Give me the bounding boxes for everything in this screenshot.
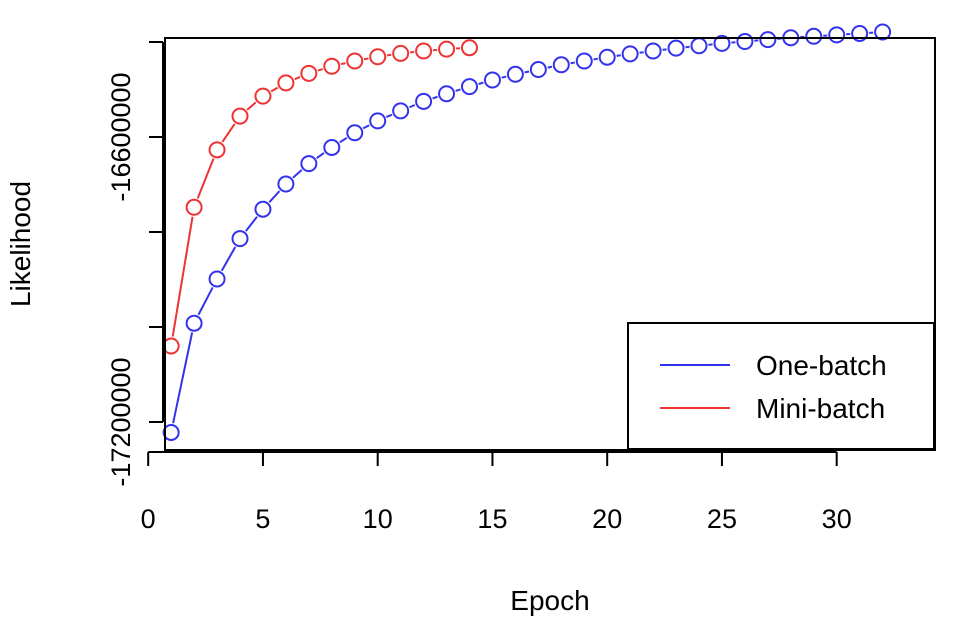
series-segment (245, 216, 258, 232)
x-axis-title: Epoch (510, 585, 589, 616)
series-segment (340, 62, 346, 66)
data-point (415, 42, 433, 60)
data-point (231, 107, 249, 125)
series-segment (409, 104, 416, 109)
data-point (208, 141, 226, 159)
data-point (346, 124, 364, 142)
data-point (461, 39, 478, 57)
x-tick-label: 25 (707, 504, 737, 534)
x-axis: 0 5 10 15 20 25 30 (141, 451, 852, 534)
series-segment (197, 286, 214, 316)
series-segment (547, 65, 553, 69)
series-segment (639, 51, 644, 54)
series-segment (221, 123, 236, 143)
data-point (323, 138, 341, 156)
series-segment (294, 76, 301, 81)
y-axis: -17200000 -16600000 (106, 41, 164, 487)
data-point (300, 64, 318, 82)
y-axis-title: Likelihood (5, 181, 36, 307)
data-point (185, 198, 203, 216)
data-point (254, 200, 272, 218)
series-mini-batch (162, 39, 478, 355)
series-segment (432, 95, 438, 100)
data-point (277, 74, 295, 92)
data-point (254, 87, 272, 105)
series-segment (270, 86, 279, 93)
data-point (759, 31, 777, 49)
data-point (392, 44, 410, 62)
series-segment (386, 53, 392, 57)
series-one-batch (162, 23, 892, 441)
series-segment (196, 158, 215, 199)
data-point (598, 48, 616, 66)
data-point (461, 78, 478, 96)
series-segment (292, 169, 303, 179)
series-segment (363, 57, 369, 61)
data-point (415, 92, 433, 110)
data-point (438, 85, 456, 103)
series-segment (316, 152, 325, 159)
data-point (369, 48, 387, 66)
legend-label: One-batch (756, 350, 887, 381)
data-point (162, 423, 180, 441)
series-segment (501, 75, 507, 79)
series-segment (171, 216, 194, 337)
data-point (828, 26, 846, 44)
data-point (690, 37, 708, 55)
x-tick-label: 20 (592, 504, 622, 534)
series-segment (478, 81, 484, 85)
legend-box (627, 322, 935, 450)
data-point (300, 155, 318, 173)
data-point (644, 42, 662, 60)
plot-box (164, 37, 936, 451)
plot-layer (162, 23, 892, 441)
data-point (231, 230, 249, 248)
y-tick-label: -17200000 (106, 357, 136, 486)
series-segment (616, 54, 621, 57)
legend-label: Mini-batch (756, 393, 885, 424)
data-point (208, 270, 226, 288)
data-point (874, 23, 892, 41)
x-tick-label: 30 (822, 504, 852, 534)
data-point (369, 112, 387, 130)
data-point (736, 33, 754, 51)
data-point (185, 314, 203, 332)
series-segment (386, 113, 393, 118)
data-point (506, 65, 524, 83)
data-point (392, 102, 410, 120)
series-segment (362, 124, 370, 130)
data-point (667, 39, 685, 57)
legend: One-batch Mini-batch (627, 322, 935, 450)
data-point (346, 52, 364, 70)
series-segment (593, 57, 598, 61)
data-point (575, 52, 593, 70)
data-point (438, 40, 456, 58)
series-segment (662, 48, 667, 51)
x-tick-label: 5 (255, 504, 270, 534)
data-point (552, 56, 570, 74)
series-segment (220, 246, 237, 272)
x-tick-label: 15 (477, 504, 507, 534)
series-segment (268, 190, 281, 203)
data-point (621, 45, 639, 63)
data-point (323, 57, 341, 75)
series-segment (524, 70, 530, 74)
x-tick-label: 0 (141, 504, 156, 534)
data-point (713, 34, 731, 52)
data-point (529, 61, 547, 79)
series-segment (172, 332, 194, 424)
x-tick-label: 10 (363, 504, 393, 534)
series-segment (570, 61, 576, 65)
data-point (805, 27, 823, 45)
series-segment (246, 101, 257, 111)
series-segment (317, 68, 324, 72)
data-point (277, 175, 295, 193)
data-point (851, 24, 869, 42)
y-tick-label: -16600000 (106, 72, 136, 201)
data-point (483, 71, 501, 89)
series-segment (455, 88, 461, 92)
series-segment (339, 137, 348, 144)
